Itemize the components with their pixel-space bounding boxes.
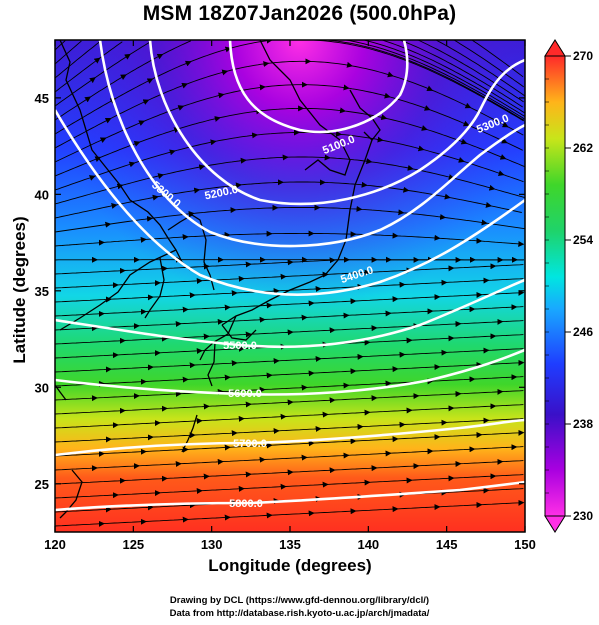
streamline [55,232,524,247]
coastlines [55,40,381,519]
y-tick-label: 30 [35,380,49,395]
streamline [399,40,523,108]
colorbar-upper-triangle [544,39,566,57]
streamline [55,40,102,79]
streamline [55,132,524,191]
credit-data: Data from http://database.rish.kyoto-u.a… [169,608,430,619]
colorbar-tick-label: 270 [573,49,593,63]
streamline [55,348,524,373]
streamline [55,84,523,163]
y-tick-label: 35 [35,284,49,299]
credits: Drawing by DCL (https://www.gfd-dennou.o… [0,594,599,620]
y-tick-label: 45 [35,91,49,106]
y-tick-label: 25 [35,477,49,492]
streamline [55,362,524,387]
streamline [55,40,66,51]
colorbar-lower-triangle [544,515,566,533]
colorbar: 270 262 254 246 238 230 [544,39,593,533]
streamline [55,156,525,205]
colorbar-tick-label: 254 [573,233,593,247]
streamline [55,259,524,275]
streamline [55,474,524,499]
streamline [55,376,524,401]
colorbar-tick-label: 262 [573,141,593,155]
streamline [55,502,524,527]
streamline [55,390,524,415]
x-tick-label: 120 [44,537,66,552]
x-axis-ticks: 120 125 130 135 140 145 150 [44,40,536,552]
streamline [55,60,524,149]
streamline [55,264,524,289]
colorbar-tick-label: 238 [573,417,593,431]
x-tick-label: 150 [514,537,536,552]
contour-label-5700: 5700.0 [233,438,267,450]
x-tick-label: 140 [357,537,379,552]
streamline [417,40,524,103]
colorbar-tick-label: 230 [573,509,593,523]
streamline [55,40,272,135]
streamline [363,40,525,117]
y-axis-label: Latitude (degrees) [10,216,29,364]
streamline [55,306,524,331]
streamline [55,418,524,443]
streamline [55,40,82,65]
x-tick-label: 125 [122,537,144,552]
streamline [55,460,524,485]
x-tick-label: 130 [201,537,223,552]
streamline [453,40,524,88]
x-tick-label: 135 [279,537,301,552]
y-tick-label: 40 [35,187,49,202]
contour-label-5800: 5800.0 [229,498,263,510]
streamline [55,404,524,429]
colorbar-tick-label: 246 [573,325,593,339]
streamline [55,41,152,107]
x-axis-label: Longitude (degrees) [208,556,372,575]
streamline [345,40,525,120]
streamline [471,40,524,78]
contour-label-5600: 5600.0 [228,388,262,400]
streamline [55,432,524,457]
streamline [55,292,524,317]
contour-label-5500: 5500.0 [223,340,257,352]
streamline [55,446,524,471]
colorbar-ticks: 270 262 254 246 238 230 [545,49,593,523]
height-contours [55,40,525,512]
streamline [435,40,525,97]
credit-drawing: Drawing by DCL (https://www.gfd-dennou.o… [169,595,430,606]
streamline [327,40,525,121]
y-axis-ticks: 25 30 35 40 45 [35,91,525,492]
streamline [55,320,524,345]
x-tick-label: 145 [436,537,458,552]
streamline [55,40,192,121]
streamline [55,41,123,93]
streamline [309,40,524,122]
figure-title: MSM 18Z07Jan2026 (500.0hPa) [142,2,457,25]
